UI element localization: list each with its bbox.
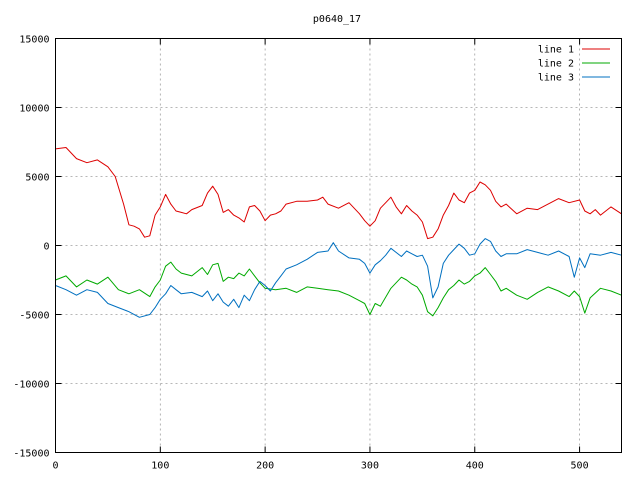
x-tick-label: 0 xyxy=(52,461,58,472)
y-tick-label: -10000 xyxy=(13,380,49,391)
grid xyxy=(55,38,622,453)
x-tick-label: 200 xyxy=(256,461,274,472)
series-line-2 xyxy=(55,261,622,317)
series-line-3 xyxy=(55,238,622,318)
axis-ticks: 0 100 200 300 400 500 -15000 -10000 -5000 0 5000 10… xyxy=(13,35,622,472)
chart-title: p0640_17 xyxy=(313,14,361,25)
x-tick-label: 100 xyxy=(151,461,169,472)
series-lines xyxy=(55,147,622,318)
legend-label: line 1 xyxy=(538,45,574,56)
legend-label: line 2 xyxy=(538,59,574,70)
x-tick-label: 400 xyxy=(466,461,484,472)
series-line-1 xyxy=(55,147,622,240)
legend: line 1 line 2 line 3 xyxy=(538,45,610,84)
y-tick-label: -15000 xyxy=(13,449,49,460)
y-tick-label: -5000 xyxy=(19,311,49,322)
y-tick-label: 10000 xyxy=(19,104,49,115)
legend-label: line 3 xyxy=(538,73,574,84)
y-tick-label: 5000 xyxy=(25,173,49,184)
y-tick-label: 15000 xyxy=(19,35,49,46)
y-tick-label: 0 xyxy=(43,242,49,253)
x-tick-label: 500 xyxy=(571,461,589,472)
x-tick-label: 300 xyxy=(361,461,379,472)
